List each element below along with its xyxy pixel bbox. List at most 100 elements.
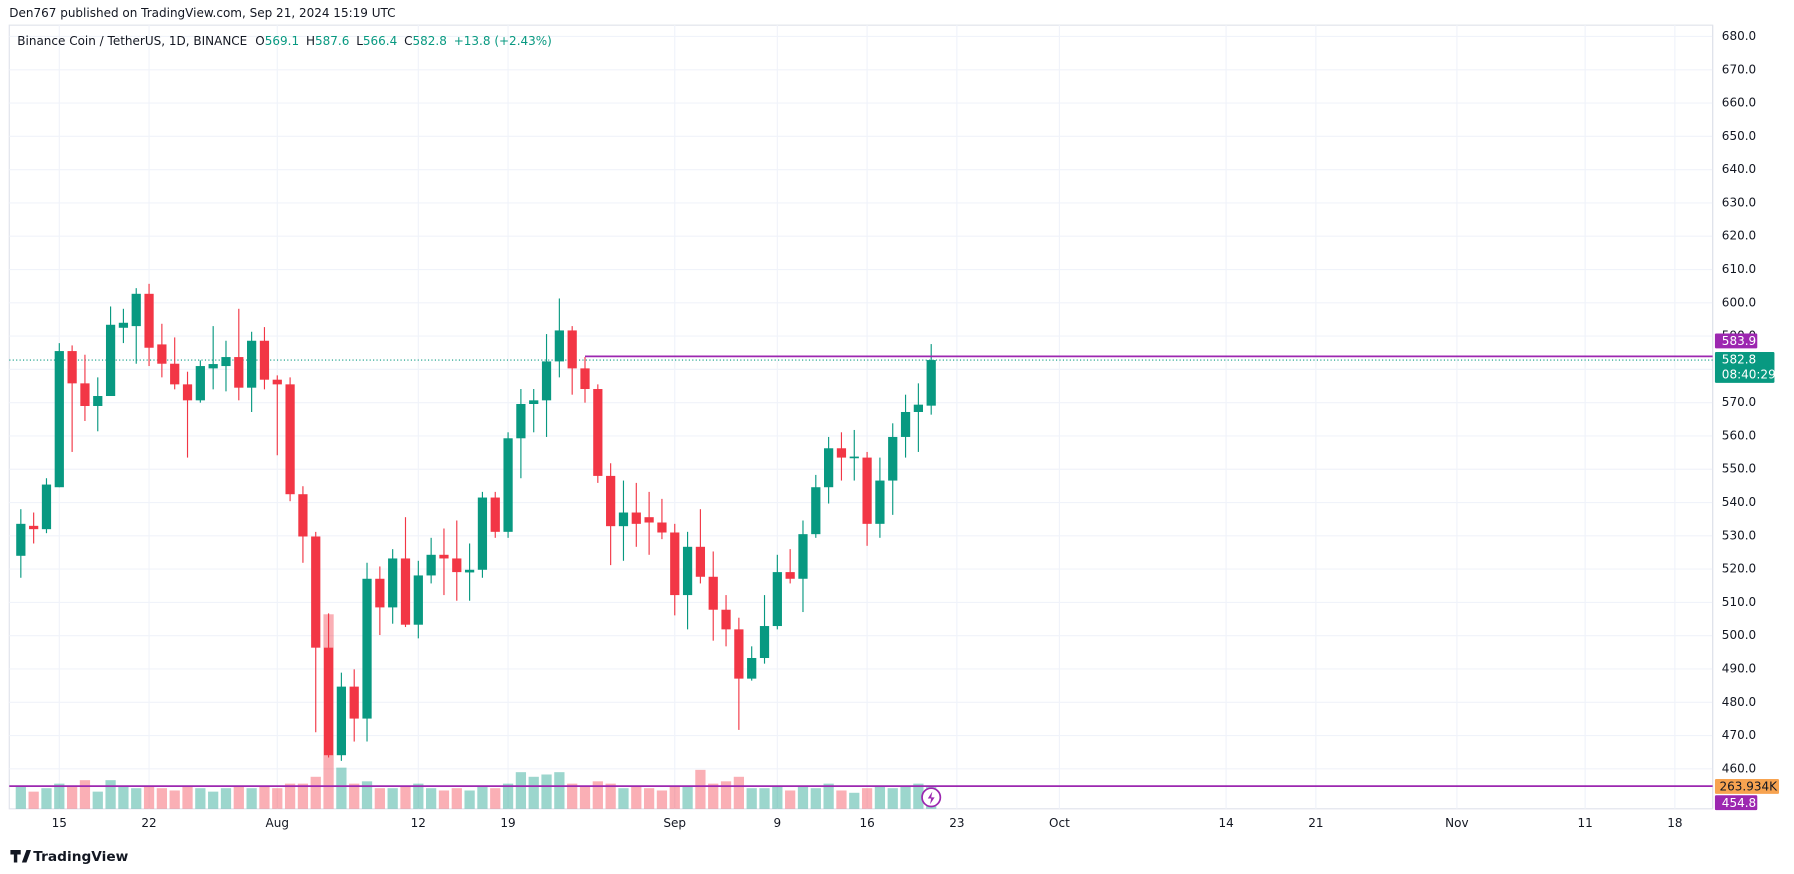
volume-bar [297,783,309,809]
volume-bar [310,776,321,809]
volume-bar [387,788,398,809]
logo-icon [10,849,32,863]
y-tick-label: 600.0 [1722,295,1756,309]
x-tick-label: Aug [266,816,289,830]
candle-body [208,364,218,369]
countdown: 08:40:29 [1722,367,1776,381]
candle-body [631,512,641,524]
volume-bar [169,790,180,809]
candle-body [567,330,577,369]
volume-bar [246,788,257,809]
candle-body [644,517,654,523]
candle-body [298,494,308,537]
volume-bar [66,785,78,809]
candle-body [721,609,731,630]
candle-body [285,384,295,495]
volume-bar [567,783,578,809]
volume-bar [105,780,116,809]
candle-body [439,554,449,559]
volume-bar [438,790,450,809]
candle-body [477,497,488,570]
volume-bar [451,788,462,809]
candle-body [41,484,52,530]
y-tick-label: 490.0 [1722,661,1756,675]
x-tick-label: 22 [141,816,156,830]
y-tick-label: 670.0 [1722,62,1756,76]
candle-body [900,411,911,437]
x-tick-label: 18 [1667,816,1682,830]
candle-body [426,554,436,576]
candle-body [772,572,782,627]
volume-bar [374,788,385,809]
candle-body [247,340,257,388]
ohlc-value: 566.4 [363,34,397,48]
volume-bar [720,781,732,809]
x-tick-label: 15 [52,816,67,830]
volume-bar [477,785,488,809]
candle-body [811,487,821,535]
ohlc-label: L [356,34,363,48]
volume-bar [708,783,719,809]
volume-tag [1714,779,1780,794]
volume-bar [284,783,296,809]
y-tick-label: 540.0 [1722,495,1756,509]
y-tick-label: 660.0 [1722,96,1756,110]
x-tick-label: Sep [663,816,686,830]
tv-logo [10,849,32,863]
x-tick-label: 19 [500,816,515,830]
volume-bar [259,785,270,809]
candle-body [452,558,462,573]
x-tick-label: Nov [1445,816,1468,830]
volume-bar [913,783,924,809]
y-tick-label: 610.0 [1722,262,1756,276]
candle-body [529,400,539,404]
candle-body [785,572,795,579]
volume-bar [810,788,821,809]
volume-bar [849,792,860,809]
candle-body [105,324,116,397]
candle-body [798,534,808,579]
candle-body [670,532,680,596]
ohlc-label: H [306,34,315,48]
candle-body [849,456,859,459]
volume-bar [361,781,373,809]
volume-bar [15,785,26,809]
candle-body [16,523,26,556]
candle-body [503,438,513,532]
last-price-label: 582.8 [1722,353,1756,367]
event-icon-bolt [927,791,935,805]
candle-body [157,344,167,364]
volume-bar [797,785,809,809]
candle-body [682,546,693,596]
candle-body [541,361,552,401]
candle-body [593,389,603,476]
volume-bar [156,788,168,809]
volume-bar [605,783,616,809]
volume-bar [592,781,603,809]
candle-body [388,558,398,608]
candle-body [695,546,706,577]
candle-body [618,512,629,527]
x-tick-label: 12 [411,816,426,830]
y-tick-label: 640.0 [1722,162,1756,176]
candle-body [580,368,590,390]
candle-body [913,404,923,412]
volume-bar [874,785,886,809]
candle-body [875,480,885,524]
symbol-name: Binance Coin / TetherUS, 1D, BINANCE [17,34,247,48]
volume-tag-label: 263.934K [1720,780,1779,794]
change-value: +13.8 (+2.43%) [454,34,552,48]
candle-body [80,383,90,406]
candle-body [234,357,244,388]
volume-bar [426,788,437,809]
volume-bar [682,785,693,809]
volume-bar [836,790,847,809]
candle-body [323,647,334,756]
ohlc-label: C [404,34,412,48]
volume-bar [669,785,680,809]
volume-bar [861,788,873,809]
candle-body [554,330,564,362]
y-tick-label: 500.0 [1722,628,1756,642]
